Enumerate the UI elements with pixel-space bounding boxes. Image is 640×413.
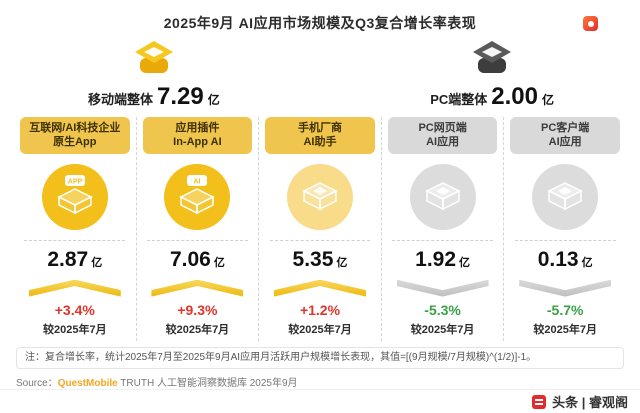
page-title: 2025年9月 AI应用市场规模及Q3复合增长率表现 <box>163 15 477 31</box>
mobile-total-label: 移动端整体 <box>88 92 154 107</box>
compare-label: 较2025年7月 <box>410 323 475 336</box>
pc-box-icon <box>473 41 512 73</box>
metric-unit: 亿 <box>336 256 348 269</box>
category-badge: 手机厂商 AI助手 <box>265 117 375 154</box>
ai-box-icon: AI <box>179 174 216 214</box>
svg-text:APP: APP <box>68 178 83 185</box>
source-line: Source：QuestMobile TRUTH 人工智能洞察数据库 2025年… <box>16 374 624 389</box>
pc-total-value: 2.00 <box>491 83 538 110</box>
pc-total: PC端整体 2.00 亿 <box>430 39 554 111</box>
footnote: 注：复合增长率，统计2025年7月至2025年9月AI应用月活跃用户规模增长表现… <box>16 346 624 369</box>
column-pc-client: PC客户端 AI应用 0.13 亿 -5.7% 较2025年7月 <box>504 117 626 341</box>
up-arrow-icon <box>151 279 244 297</box>
growth-rate: -5.7% <box>546 301 584 318</box>
app-box-icon: APP <box>57 174 93 214</box>
category-badge: 应用插件 In-App AI <box>142 117 253 154</box>
column-native-app: 互联网/AI科技企业 原生App APP 2.87 亿 +3.4% 较2025年… <box>14 117 137 341</box>
growth-rate: +3.4% <box>54 301 95 318</box>
metric-unit: 亿 <box>91 256 103 269</box>
category-circle: AI <box>164 163 231 230</box>
metric-unit: 亿 <box>459 256 471 269</box>
compare-label: 较2025年7月 <box>288 323 352 336</box>
growth-rate: +1.2% <box>299 301 341 318</box>
metric-value: 0.13 <box>537 247 579 271</box>
watermark-bar: 头条 | 睿观阁 <box>0 389 640 413</box>
column-in-app-ai: 应用插件 In-App AI AI 7.06 亿 +9.3% 较2025年7月 <box>137 117 260 341</box>
metric-value: 7.06 <box>169 247 211 271</box>
category-circle <box>532 163 599 230</box>
source-brand: QuestMobile <box>57 377 118 389</box>
divider <box>514 239 616 241</box>
up-arrow-icon <box>273 279 366 297</box>
category-circle <box>286 163 353 230</box>
compare-label: 较2025年7月 <box>43 323 107 336</box>
down-arrow-icon <box>396 279 489 297</box>
metric-value: 5.35 <box>292 247 334 271</box>
growth-rate: +9.3% <box>177 301 218 318</box>
column-phone-assistant: 手机厂商 AI助手 5.35 亿 +1.2% 较2025年7月 <box>259 117 382 341</box>
down-arrow-icon <box>519 279 612 297</box>
plain-box-icon <box>424 181 461 210</box>
toutiao-logo-icon <box>532 394 547 409</box>
growth-rate: -5.3% <box>424 301 461 318</box>
metric-value: 2.87 <box>47 247 89 271</box>
up-arrow-icon <box>28 279 121 297</box>
source-desc: TRUTH 人工智能洞察数据库 2025年9月 <box>117 377 298 389</box>
metric-value: 1.92 <box>415 247 457 271</box>
infographic-card: 2025年9月 AI应用市场规模及Q3复合增长率表现 移动端整体 7.29 亿 … <box>0 0 640 389</box>
compare-label: 较2025年7月 <box>165 323 230 336</box>
watermark-text: 头条 | 睿观阁 <box>552 395 628 410</box>
plain-box-icon <box>302 181 338 210</box>
svg-text:AI: AI <box>194 178 201 185</box>
mobile-total: 移动端整体 7.29 亿 <box>88 39 220 111</box>
category-circle: APP <box>41 163 108 230</box>
compare-label: 较2025年7月 <box>533 323 597 336</box>
pc-total-label: PC端整体 <box>430 92 488 107</box>
metric-unit: 亿 <box>581 256 593 269</box>
pc-total-unit: 亿 <box>541 93 554 107</box>
totals-row: 移动端整体 7.29 亿 PC端整体 2.00 亿 <box>0 33 640 111</box>
source-label: Source： <box>16 377 58 389</box>
divider <box>269 239 371 241</box>
mobile-box-icon <box>134 41 173 73</box>
divider <box>146 239 248 241</box>
category-badge: 互联网/AI科技企业 原生App <box>20 117 130 154</box>
category-badge: PC网页端 AI应用 <box>387 117 498 154</box>
divider <box>24 239 126 241</box>
category-badge: PC客户端 AI应用 <box>510 117 620 154</box>
mobile-total-value: 7.29 <box>157 83 204 110</box>
category-circle <box>409 163 476 230</box>
category-columns: 互联网/AI科技企业 原生App APP 2.87 亿 +3.4% 较2025年… <box>0 111 640 341</box>
mobile-total-unit: 亿 <box>207 93 220 107</box>
corner-logo-icon <box>583 16 598 31</box>
plain-box-icon <box>547 181 583 210</box>
metric-unit: 亿 <box>213 256 225 269</box>
divider <box>392 239 493 241</box>
column-pc-web: PC网页端 AI应用 1.92 亿 -5.3% 较2025年7月 <box>382 117 505 341</box>
